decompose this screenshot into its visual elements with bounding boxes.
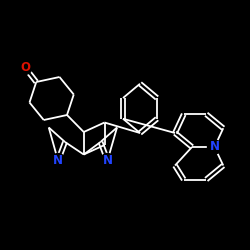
Circle shape [51, 154, 65, 168]
Text: N: N [102, 154, 113, 167]
Text: N: N [53, 154, 63, 167]
Text: O: O [20, 61, 30, 74]
Circle shape [18, 60, 32, 74]
Circle shape [100, 154, 114, 168]
Circle shape [208, 140, 222, 154]
Text: N: N [210, 140, 220, 153]
